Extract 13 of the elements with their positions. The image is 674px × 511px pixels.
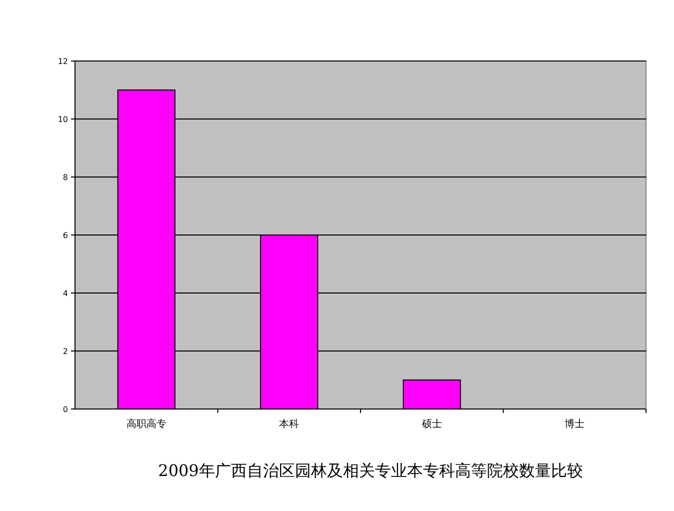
y-tick-label: 8 xyxy=(62,173,68,182)
x-tick-label: 硕士 xyxy=(420,418,442,430)
x-tick-label: 本科 xyxy=(279,418,300,430)
x-tick-label: 博士 xyxy=(564,418,585,430)
y-tick-label: 2 xyxy=(62,347,68,356)
y-tick-label: 6 xyxy=(62,231,68,240)
bar xyxy=(402,380,461,410)
y-tick-label: 10 xyxy=(58,115,68,124)
y-tick-label: 0 xyxy=(62,405,68,414)
x-tick-label: 高职高专 xyxy=(126,418,166,430)
y-tick-label: 4 xyxy=(62,289,68,298)
y-tick-label: 12 xyxy=(58,57,68,66)
text: 2009年广西自治区园林及相关专业本专科高等院校数量比较 xyxy=(158,461,583,480)
